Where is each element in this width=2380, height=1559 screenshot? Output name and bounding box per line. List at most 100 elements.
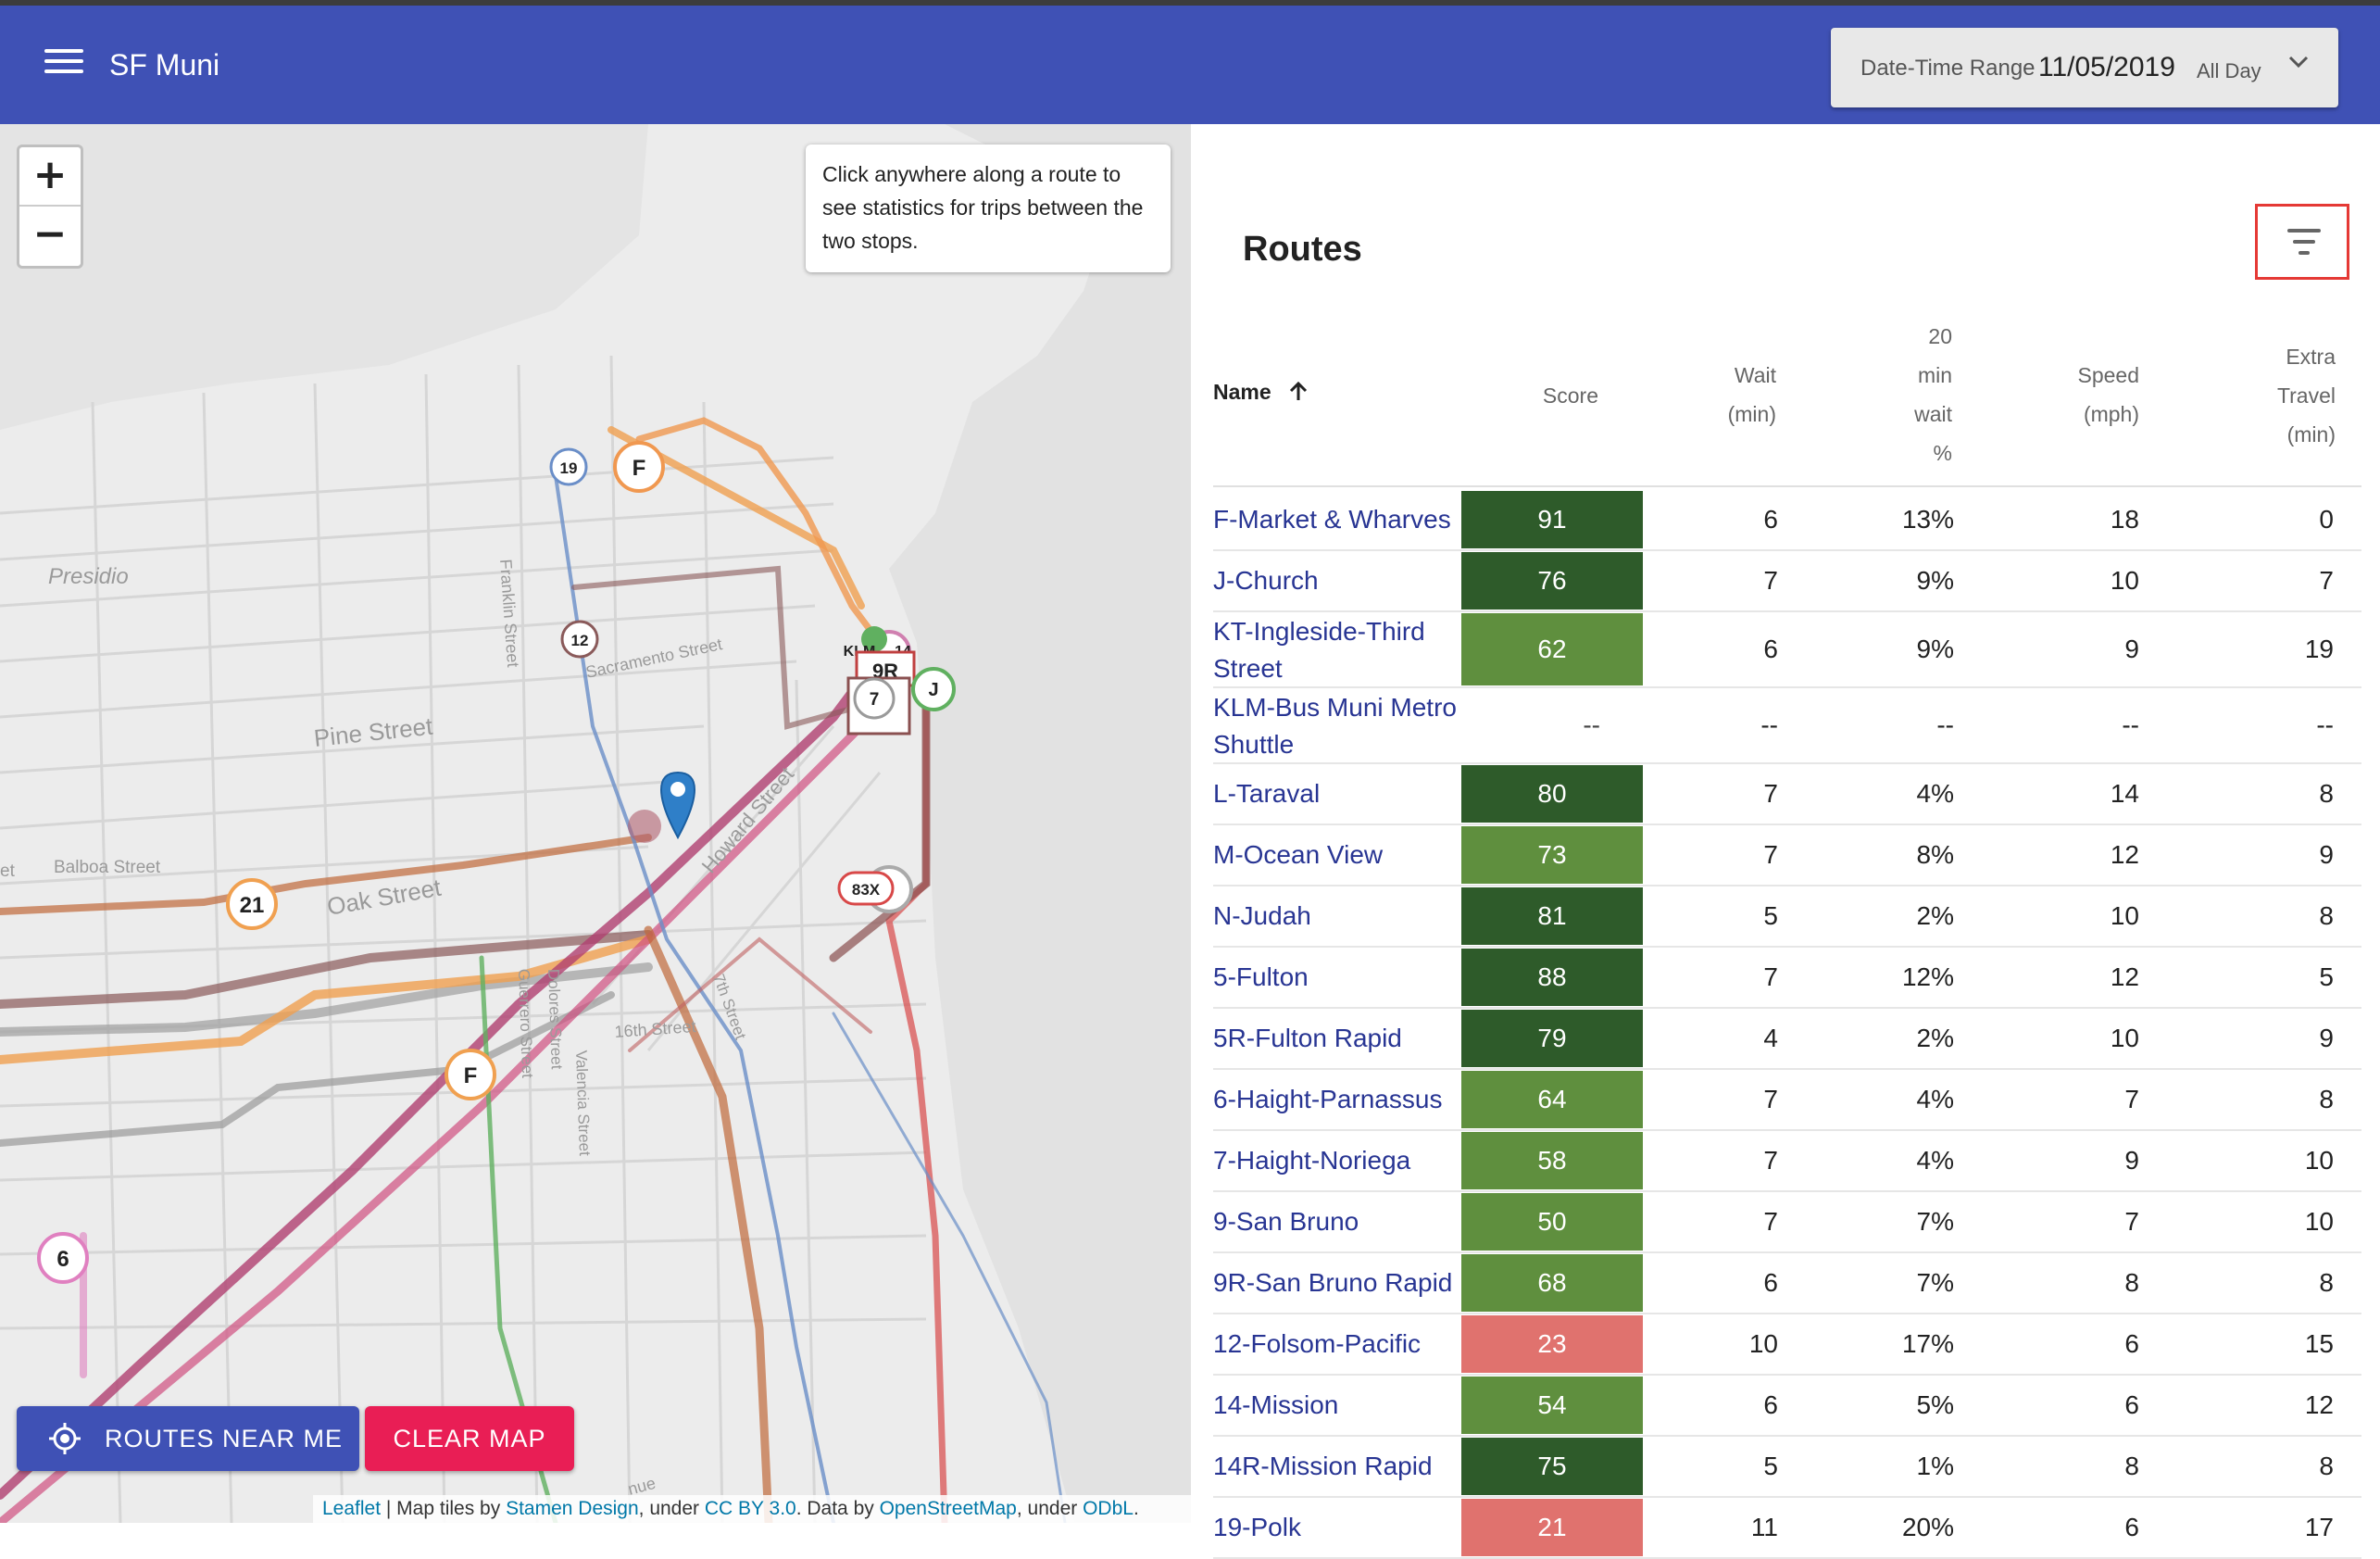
speed-cell: 14 xyxy=(2110,779,2139,808)
wait-cell: 7 xyxy=(1763,1085,1778,1113)
arrow-up-icon xyxy=(1289,381,1308,400)
score-cell: 50 xyxy=(1461,1193,1643,1251)
svg-text:Sacramento Street: Sacramento Street xyxy=(584,635,724,682)
speed-cell: 9 xyxy=(2124,635,2139,663)
app-bar: SF Muni Date-Time Range 11/05/2019 All D… xyxy=(0,6,2380,124)
speed-cell: 8 xyxy=(2124,1268,2139,1297)
column-header-label: (mph) xyxy=(2083,402,2139,426)
route-badges: 19 F 12 KLM 14 9R 7 J 21 83X F 6 xyxy=(37,441,956,1284)
score-cell: 91 xyxy=(1461,491,1643,548)
route-name-link[interactable]: KLM-Bus Muni Metro Shuttle xyxy=(1213,693,1457,759)
pct-cell: 9% xyxy=(1916,566,1954,595)
column-header-speed[interactable]: Speed (mph) xyxy=(2037,356,2139,434)
menu-icon[interactable] xyxy=(41,43,87,87)
route-name-link[interactable]: M-Ocean View xyxy=(1213,840,1384,869)
score-cell: 62 xyxy=(1461,613,1643,685)
cc-link[interactable]: CC BY 3.0 xyxy=(704,1498,796,1519)
my-location-icon xyxy=(49,1423,81,1454)
svg-text:16th Street: 16th Street xyxy=(614,1017,696,1041)
filter-icon[interactable] xyxy=(2255,204,2349,280)
score-cell: 64 xyxy=(1461,1071,1643,1128)
row-divider xyxy=(1213,885,2361,886)
wait-cell: 6 xyxy=(1763,1390,1778,1419)
route-name-link[interactable]: 7-Haight-Noriega xyxy=(1213,1146,1411,1175)
svg-text:Howard Street: Howard Street xyxy=(697,762,799,877)
zoom-in-button[interactable]: + xyxy=(19,147,81,207)
column-header-label: (min) xyxy=(2286,422,2336,446)
column-header-name[interactable]: Name xyxy=(1213,380,1310,405)
map-canvas: Presidio Pine Street Balboa Street Oak S… xyxy=(0,124,1191,1523)
speed-cell: 10 xyxy=(2110,566,2139,595)
date-time-range-label: Date-Time Range xyxy=(1860,56,2036,81)
wait-cell: 5 xyxy=(1763,901,1778,930)
svg-text:F: F xyxy=(633,456,646,481)
location-marker-icon[interactable] xyxy=(628,771,695,843)
clear-map-button[interactable]: CLEAR MAP xyxy=(365,1406,574,1471)
score-cell: 23 xyxy=(1461,1315,1643,1373)
pct-cell: 13% xyxy=(1901,505,1954,534)
score-cell: -- xyxy=(1583,710,1600,739)
extra-cell: 7 xyxy=(2319,566,2334,595)
stamen-link[interactable]: Stamen Design xyxy=(506,1498,639,1519)
pct-cell: 20% xyxy=(1901,1513,1954,1541)
route-name-link[interactable]: 14R-Mission Rapid xyxy=(1213,1452,1433,1480)
street-grid xyxy=(0,355,927,1523)
score-cell: 68 xyxy=(1461,1254,1643,1312)
pct-cell: -- xyxy=(1936,710,1954,739)
map-hint: Click anywhere along a route to see stat… xyxy=(806,145,1171,272)
leaflet-link[interactable]: Leaflet xyxy=(322,1498,382,1519)
score-cell: 21 xyxy=(1461,1499,1643,1556)
route-name-link[interactable]: 5R-Fulton Rapid xyxy=(1213,1024,1402,1052)
wait-cell: 11 xyxy=(1750,1513,1778,1541)
pct-cell: 7% xyxy=(1916,1268,1954,1297)
wait-cell: 5 xyxy=(1763,1452,1778,1480)
speed-cell: 7 xyxy=(2124,1085,2139,1113)
zoom-out-button[interactable]: − xyxy=(32,210,68,258)
svg-text:12: 12 xyxy=(571,632,589,649)
extra-cell: 12 xyxy=(2304,1390,2334,1419)
score-cell: 76 xyxy=(1461,552,1643,610)
route-name-link[interactable]: 6-Haight-Parnassus xyxy=(1213,1085,1443,1113)
route-name-link[interactable]: KT-Ingleside-Third Street xyxy=(1213,617,1425,683)
osm-link[interactable]: OpenStreetMap xyxy=(879,1498,1017,1519)
speed-cell: 10 xyxy=(2110,901,2139,930)
extra-cell: 19 xyxy=(2304,635,2334,663)
extra-cell: 5 xyxy=(2319,962,2334,991)
column-header-label: Travel xyxy=(2276,383,2336,408)
pct-cell: 4% xyxy=(1916,1146,1954,1175)
routes-near-me-button[interactable]: ROUTES NEAR ME xyxy=(17,1406,359,1471)
route-name-link[interactable]: L-Taraval xyxy=(1213,779,1321,808)
column-header-wait[interactable]: Wait (min) xyxy=(1667,356,1776,434)
wait-cell: 4 xyxy=(1763,1024,1778,1052)
wait-cell: 7 xyxy=(1763,566,1778,595)
column-header-20min-wait[interactable]: 20 min wait % xyxy=(1852,317,1952,472)
date-time-range-select[interactable]: Date-Time Range 11/05/2019 All Day xyxy=(1831,28,2338,107)
attribution-text: , under xyxy=(638,1498,705,1519)
route-name-link[interactable]: J-Church xyxy=(1213,566,1319,595)
odbl-link[interactable]: ODbL xyxy=(1083,1498,1134,1519)
speed-cell: 10 xyxy=(2110,1024,2139,1052)
column-header-label: min xyxy=(1917,363,1952,387)
svg-text:et: et xyxy=(0,861,16,881)
route-name-link[interactable]: 9R-San Bruno Rapid xyxy=(1213,1268,1453,1297)
route-name-link[interactable]: 5-Fulton xyxy=(1213,962,1309,991)
route-name-link[interactable]: N-Judah xyxy=(1213,901,1311,930)
speed-cell: -- xyxy=(2122,710,2139,739)
route-name-link[interactable]: 14-Mission xyxy=(1213,1390,1339,1419)
extra-cell: 9 xyxy=(2319,840,2334,869)
pct-cell: 7% xyxy=(1916,1207,1954,1236)
route-name-link[interactable]: 19-Polk xyxy=(1213,1513,1301,1541)
wait-cell: 6 xyxy=(1763,1268,1778,1297)
route-name-link[interactable]: 12-Folsom-Pacific xyxy=(1213,1329,1422,1358)
score-cell: 58 xyxy=(1461,1132,1643,1189)
route-name-link[interactable]: 9-San Bruno xyxy=(1213,1207,1359,1236)
extra-cell: 8 xyxy=(2319,1452,2334,1480)
column-header-extra-travel[interactable]: Extra Travel (min) xyxy=(2223,337,2336,454)
svg-text:Guerrero Street: Guerrero Street xyxy=(515,968,536,1078)
speed-cell: 18 xyxy=(2110,505,2139,534)
wait-cell: 7 xyxy=(1763,962,1778,991)
column-header-score[interactable]: Score xyxy=(1482,376,1598,415)
route-name-link[interactable]: F-Market & Wharves xyxy=(1213,505,1451,534)
extra-cell: 0 xyxy=(2319,505,2334,534)
map[interactable]: Presidio Pine Street Balboa Street Oak S… xyxy=(0,124,1191,1523)
